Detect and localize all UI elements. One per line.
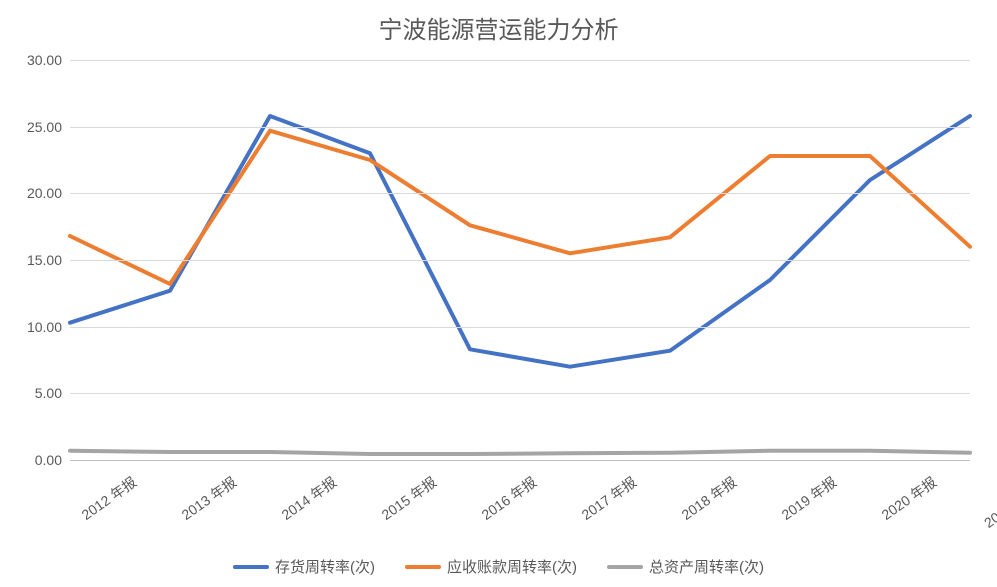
legend-label: 应收账款周转率(次) (447, 556, 577, 577)
x-axis-label: 2020 年报 (877, 472, 940, 525)
series-line-2 (70, 451, 970, 454)
chart-container: 宁波能源营运能力分析 存货周转率(次) 应收账款周转率(次) 总资产周转率(次)… (0, 0, 997, 587)
gridline (70, 393, 970, 394)
x-axis-label: 2014 年报 (277, 472, 340, 525)
series-line-1 (70, 131, 970, 284)
gridline (70, 327, 970, 328)
x-axis-label: 2015 年报 (377, 472, 440, 525)
legend-item: 应收账款周转率(次) (405, 556, 577, 577)
gridline (70, 127, 970, 128)
legend-label: 总资产周转率(次) (649, 556, 764, 577)
x-axis-label: 2018 年报 (677, 472, 740, 525)
x-axis-label: 2017 年报 (577, 472, 640, 525)
plot-area (70, 60, 970, 461)
legend-swatch-2 (607, 565, 643, 569)
x-axis-label: 2013 年报 (177, 472, 240, 525)
gridline (70, 60, 970, 61)
legend-swatch-0 (233, 565, 269, 569)
legend-item: 存货周转率(次) (233, 556, 375, 577)
legend-item: 总资产周转率(次) (607, 556, 764, 577)
legend: 存货周转率(次) 应收账款周转率(次) 总资产周转率(次) (0, 556, 997, 577)
y-axis-label: 30.00 (7, 52, 62, 68)
gridline (70, 260, 970, 261)
y-axis-label: 25.00 (7, 119, 62, 135)
y-axis-label: 5.00 (7, 385, 62, 401)
y-axis-label: 15.00 (7, 252, 62, 268)
y-axis-label: 20.00 (7, 185, 62, 201)
x-axis-label: 2021 三季报 (980, 472, 997, 533)
legend-label: 存货周转率(次) (275, 556, 375, 577)
x-axis-label: 2012 年报 (77, 472, 140, 525)
legend-swatch-1 (405, 565, 441, 569)
x-axis-label: 2019 年报 (777, 472, 840, 525)
gridline (70, 193, 970, 194)
x-axis-label: 2016 年报 (477, 472, 540, 525)
chart-title: 宁波能源营运能力分析 (0, 10, 997, 45)
y-axis-label: 0.00 (7, 452, 62, 468)
y-axis-label: 10.00 (7, 319, 62, 335)
